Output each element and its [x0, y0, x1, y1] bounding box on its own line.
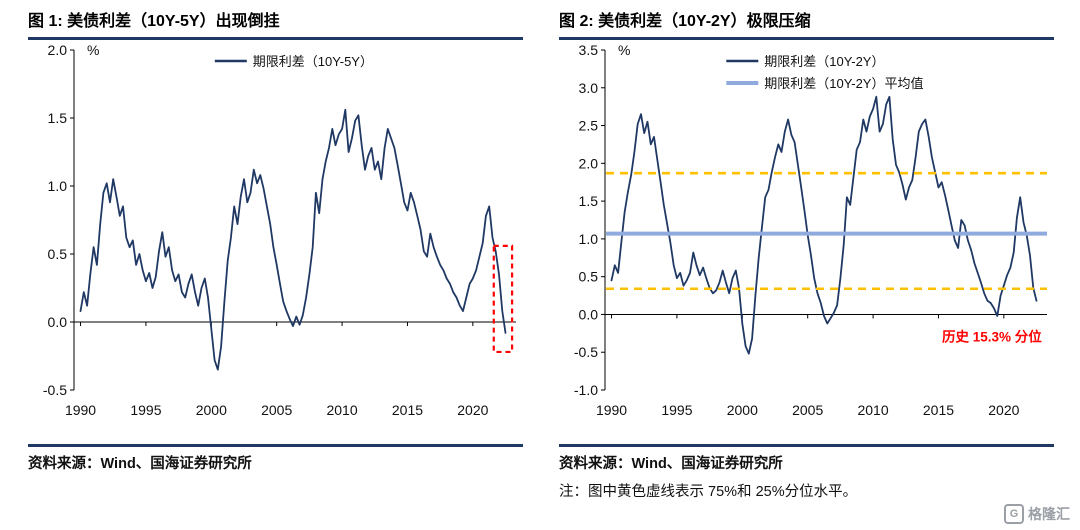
- y-unit-label: %: [618, 44, 630, 58]
- x-tick-label: 2010: [857, 402, 888, 418]
- inversion-highlight-box: [492, 244, 514, 354]
- series-line: [610, 95, 1038, 355]
- y-tick-label: -1.0: [574, 382, 598, 398]
- x-tick-label: 2000: [196, 402, 227, 418]
- x-tick-label: 1990: [596, 402, 627, 418]
- x-tick-label: 2020: [457, 402, 488, 418]
- legend-label: 期限利差（10Y-2Y）: [764, 54, 884, 69]
- figure1-title: 图 1: 美债利差（10Y-5Y）出现倒挂: [28, 13, 280, 30]
- y-tick-label: 0.0: [579, 306, 599, 322]
- figure1-source-rule: [28, 444, 523, 447]
- gelonghui-logo: G 格隆汇: [1004, 504, 1070, 524]
- y-tick-label: 1.5: [579, 193, 599, 209]
- x-tick-label: 2015: [392, 402, 423, 418]
- y-unit-label: %: [87, 44, 99, 58]
- x-tick-label: 2000: [727, 402, 758, 418]
- figure2-panel: 图 2: 美债利差（10Y-2Y）极限压缩 -1.0 -0.5 0.0 0.5 1.0 1…: [559, 10, 1054, 504]
- figure2-source: 资料来源：Wind、国海证券研究所: [559, 456, 783, 472]
- y-tick-label: 3.0: [579, 80, 599, 96]
- x-tick-label: 2010: [326, 402, 357, 418]
- y-tick-label: 0.0: [48, 314, 68, 330]
- figure1-source: 资料来源：Wind、国海证券研究所: [28, 456, 252, 472]
- y-tick-label: -0.5: [43, 382, 67, 398]
- gelonghui-logo-icon: G: [1004, 504, 1024, 524]
- x-tick-label: 1995: [661, 402, 692, 418]
- y-tick-label: 0.5: [48, 246, 68, 262]
- figure2-note: 注：图中黄色虚线表示 75%和 25%分位水平。: [559, 484, 858, 500]
- figures-row: 图 1: 美债利差（10Y-5Y）出现倒挂 -0.5 0.0 0.5 1.0 1.5 2.…: [28, 10, 1054, 504]
- figure1-chart-canvas: -0.5 0.0 0.5 1.0 1.5 2.0 % 1990 1995 2000 2005 2010…: [43, 44, 516, 418]
- y-tick-label: 0.5: [579, 269, 599, 285]
- x-tick-label: 2015: [923, 402, 954, 418]
- figure2-chart-canvas: -1.0 -0.5 0.0 0.5 1.0 1.5 2.0 2.5 3.0 3.5 % 1990 199…: [574, 44, 1047, 418]
- y-tick-label: 2.5: [579, 118, 599, 134]
- percentile-annotation: 历史 15.3% 分位: [942, 329, 1042, 345]
- figure2-source-rule: [559, 444, 1054, 447]
- y-tick-label: 1.0: [579, 231, 599, 247]
- legend-label: 期限利差（10Y-5Y）: [253, 54, 373, 69]
- x-tick-label: 1995: [130, 402, 161, 418]
- x-tick-label: 2005: [792, 402, 823, 418]
- y-tick-label: -0.5: [574, 344, 598, 360]
- figure1-panel: 图 1: 美债利差（10Y-5Y）出现倒挂 -0.5 0.0 0.5 1.0 1.5 2.…: [28, 10, 523, 504]
- figure2-title-rule: [559, 37, 1054, 40]
- series-line: [79, 108, 507, 371]
- x-tick-label: 2005: [261, 402, 292, 418]
- y-tick-label: 2.0: [579, 155, 599, 171]
- gelonghui-logo-text: 格隆汇: [1028, 506, 1070, 522]
- figure1-title-rule: [28, 37, 523, 40]
- x-tick-label: 2020: [988, 402, 1019, 418]
- y-tick-label: 1.5: [48, 110, 68, 126]
- figure2-title: 图 2: 美债利差（10Y-2Y）极限压缩: [559, 13, 811, 30]
- y-tick-label: 1.0: [48, 178, 68, 194]
- y-tick-label: 3.5: [579, 44, 599, 58]
- x-tick-label: 1990: [65, 402, 96, 418]
- y-tick-label: 2.0: [48, 44, 68, 58]
- legend-label: 期限利差（10Y-2Y）平均值: [764, 76, 923, 91]
